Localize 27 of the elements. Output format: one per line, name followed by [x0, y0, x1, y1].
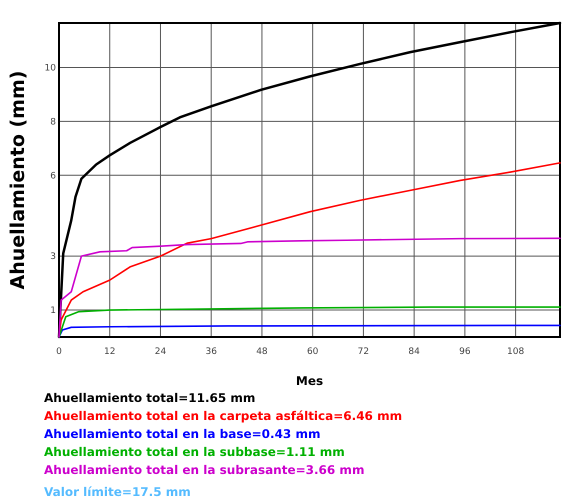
line-series — [58, 22, 562, 338]
x-tick-label: 48 — [256, 347, 268, 357]
x-tick-label: 96 — [459, 347, 471, 357]
y-tick-label: 8 — [50, 117, 56, 128]
y-tick-label: 3 — [50, 252, 56, 262]
x-tick-label: 36 — [205, 347, 218, 357]
y-tick-label: 10 — [44, 63, 56, 74]
line-series — [58, 238, 561, 338]
text: Valor límite=17.5 mm — [44, 485, 191, 499]
text: Ahuellamiento total en la base=0.43 mm — [44, 427, 320, 441]
text: Ahuellamiento total en la carpeta asfáltica=6.46 mm — [44, 409, 402, 423]
x-tick-label: 60 — [306, 347, 319, 357]
y-tick-label: 6 — [50, 171, 56, 182]
text: Ahuellamiento total en la subbase=1.11 mm — [44, 445, 345, 459]
x-tick-label: 0 — [56, 347, 62, 357]
text: Ahuellamiento total en la subrasante=3.66 mm — [44, 463, 364, 477]
y-axis-title: Ahuellamiento (mm) — [7, 70, 29, 290]
line-series — [58, 306, 561, 338]
x-tick-label: 84 — [408, 347, 420, 357]
x-tick-label: 108 — [507, 347, 524, 357]
x-tick-label: 72 — [358, 347, 370, 357]
line-series — [58, 324, 561, 338]
x-tick-label: 24 — [154, 347, 166, 357]
x-tick-label: 12 — [104, 347, 116, 357]
x-axis-title: Mes — [296, 374, 324, 388]
y-tick-label: 1 — [50, 306, 56, 316]
text: Ahuellamiento total=11.65 mm — [44, 391, 256, 405]
